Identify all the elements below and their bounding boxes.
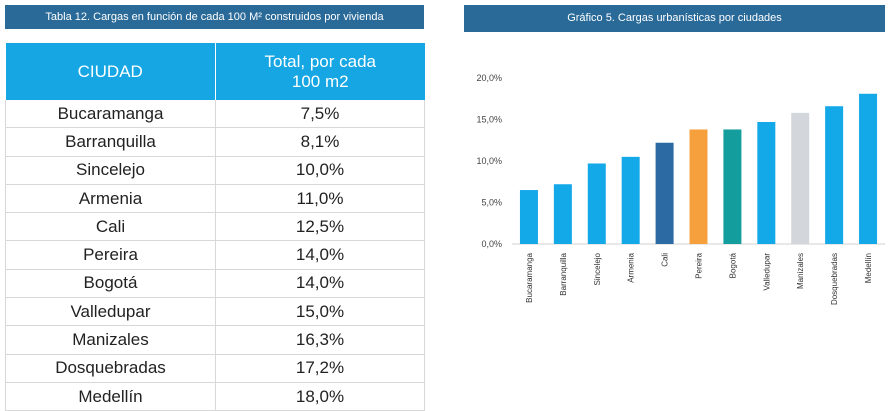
table-row: Manizales 16,3%: [5, 325, 425, 355]
total-cell: 7,5%: [215, 100, 425, 129]
bar-valledupar: [757, 121, 776, 244]
bar-bogotá: [723, 129, 742, 244]
city-cell: Pereira: [5, 240, 216, 270]
bar-dosquebradas: [825, 106, 844, 244]
bar-bucaramanga: [519, 190, 538, 244]
city-cell: Medellín: [5, 382, 216, 411]
table-caption: Tabla 12. Cargas en función de cada 100 …: [5, 5, 424, 29]
table-row: Sincelejo 10,0%: [5, 156, 425, 185]
city-cell: Bucaramanga: [5, 100, 216, 129]
total-cell: 8,1%: [215, 127, 425, 157]
table-row: Valledupar 15,0%: [5, 297, 425, 327]
y-tick-label: 15,0%: [476, 115, 502, 125]
table-row: Cali 12,5%: [5, 212, 425, 242]
x-tick-label: Sincelejo: [593, 252, 602, 285]
table-row: Bogotá 14,0%: [5, 269, 425, 299]
total-cell: 15,0%: [215, 297, 425, 327]
total-cell: 11,0%: [215, 184, 425, 214]
x-tick-label: Valledupar: [762, 253, 771, 291]
x-tick-label: Pereira: [695, 252, 704, 278]
table-row: Dosquebradas 17,2%: [5, 354, 425, 383]
bar-manizales: [791, 112, 810, 244]
table-row: Medellín 18,0%: [5, 382, 425, 411]
table-row: Bucaramanga 7,5%: [5, 100, 425, 129]
x-tick-label: Cali: [661, 253, 670, 267]
city-cell: Sincelejo: [5, 156, 216, 185]
city-cell: Valledupar: [5, 297, 216, 327]
table-header-row: CIUDAD Total, por cada 100 m2: [5, 43, 425, 100]
city-cell: Barranquilla: [5, 127, 216, 157]
total-cell: 12,5%: [215, 212, 425, 242]
column-header-total-label: Total, por cada 100 m2: [264, 51, 376, 91]
x-tick-label: Armenia: [627, 252, 636, 282]
city-cell: Manizales: [5, 325, 216, 355]
bar-medellín: [859, 93, 878, 245]
column-header-total: Total, por cada 100 m2: [215, 43, 425, 100]
bar-sincelejo: [587, 163, 606, 244]
x-tick-label: Manizales: [796, 253, 805, 289]
y-tick-label: 0,0%: [481, 239, 502, 249]
y-tick-label: 10,0%: [476, 156, 502, 166]
city-cell: Cali: [5, 212, 216, 242]
y-tick-label: 5,0%: [481, 198, 502, 208]
column-header-ciudad: CIUDAD: [5, 43, 216, 100]
table-row: Armenia 11,0%: [5, 184, 425, 214]
total-cell: 14,0%: [215, 240, 425, 270]
city-cell: Bogotá: [5, 269, 216, 299]
table-row: Pereira 14,0%: [5, 240, 425, 270]
x-tick-label: Bogotá: [728, 252, 737, 278]
bar-armenia: [621, 156, 640, 244]
city-cell: Armenia: [5, 184, 216, 214]
bar-pereira: [689, 129, 708, 244]
total-cell: 14,0%: [215, 269, 425, 299]
cargas-table: CIUDAD Total, por cada 100 m2 Bucaramang…: [5, 43, 425, 411]
total-cell: 17,2%: [215, 354, 425, 383]
total-cell: 10,0%: [215, 156, 425, 185]
table-row: Barranquilla 8,1%: [5, 127, 425, 157]
total-cell: 18,0%: [215, 382, 425, 411]
y-tick-label: 20,0%: [476, 73, 502, 83]
bar-chart: 0,0% 5,0% 10,0% 15,0% 20,0% Bucaramanga Barran…: [476, 73, 885, 305]
x-tick-label: Medellín: [864, 253, 873, 283]
x-tick-label: Barranquilla: [559, 252, 568, 295]
x-tick-label: Dosquebradas: [830, 253, 839, 305]
table-panel: Tabla 12. Cargas en función de cada 100 …: [5, 5, 425, 411]
bar-barranquilla: [553, 184, 572, 244]
chart-panel: Gráfico 5. Cargas urbanísticas por ciuda…: [464, 5, 885, 405]
chart-title: Gráfico 5. Cargas urbanísticas por ciuda…: [464, 5, 885, 32]
total-cell: 16,3%: [215, 325, 425, 355]
x-tick-label: Bucaramanga: [525, 252, 534, 302]
city-cell: Dosquebradas: [5, 354, 216, 383]
bar-cali: [655, 142, 674, 244]
